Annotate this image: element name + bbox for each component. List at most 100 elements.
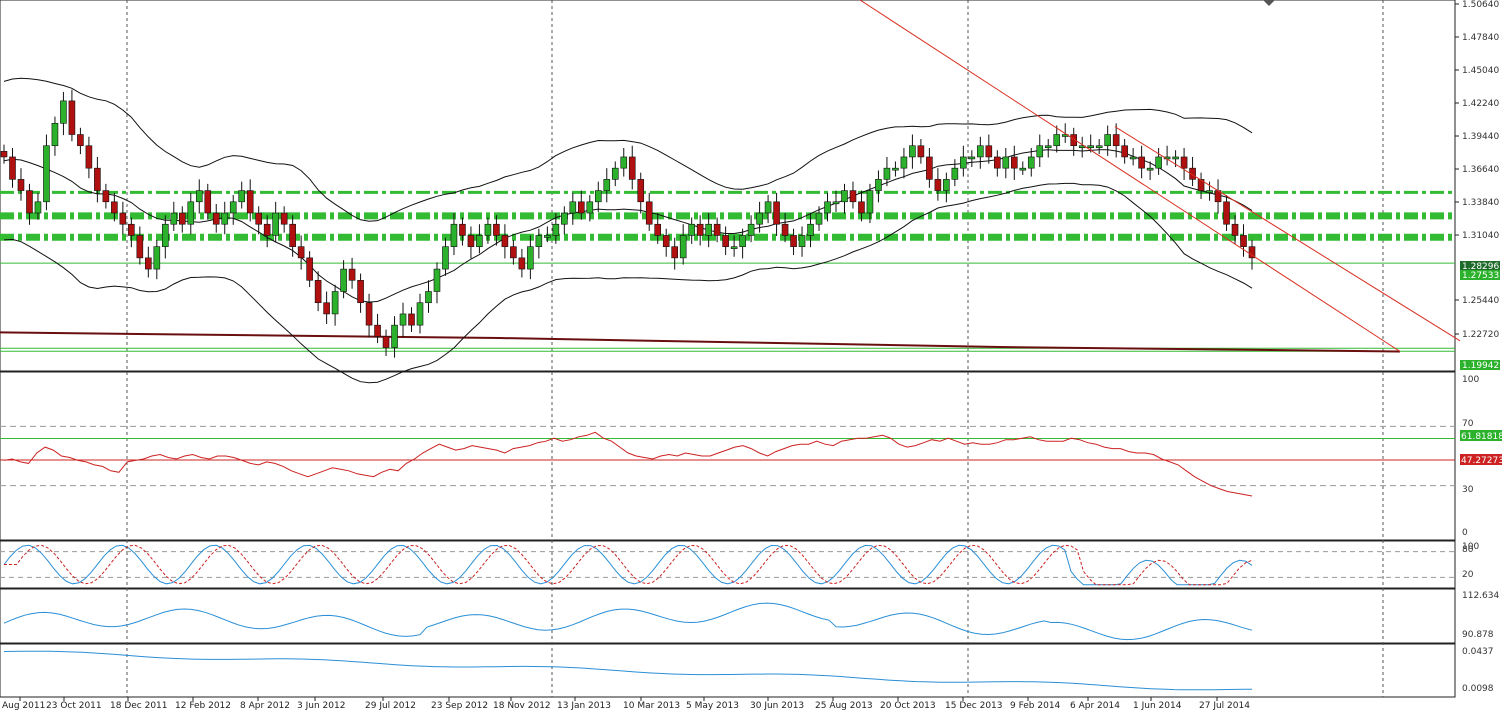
time-label: 12 Feb 2012 [175,701,231,711]
candle-body [552,223,560,236]
candle-body [807,223,814,236]
bollinger-bands [3,77,1253,384]
candle-body [153,246,161,270]
candle-body [68,100,76,135]
candle-body [1240,235,1247,247]
candle-body [1095,145,1103,149]
rsi-axis-label: 70 [1462,419,1474,429]
candle-body [909,145,916,158]
time-label: 9 Feb 2014 [1010,701,1061,711]
stoch-axis-label: 100 [1462,542,1479,552]
candle-body [654,223,662,236]
stochastic-panel [0,544,1455,586]
candle-body [722,235,729,247]
candle-body [94,167,101,191]
candle-body [518,257,526,270]
candle-body [544,235,551,238]
candle-body [1231,223,1239,236]
candle-body [476,235,483,247]
candle-body [1155,156,1162,169]
candle-body [246,190,254,214]
trend-channel[interactable] [859,0,1461,352]
time-label: 23 Sep 2012 [431,701,488,711]
candle-body [578,201,585,214]
candle-body [1146,167,1154,171]
chart-shift-marker[interactable] [1263,0,1275,6]
candle-body [739,235,746,247]
time-axis: Aug 2011 23 Oct 2011 18 Dec 2011 12 Feb 201… [2,697,1250,711]
candle-body [280,212,288,225]
candle-body [314,279,322,304]
candle-body [1172,156,1179,160]
candle-body [764,201,772,214]
stoch-axis-label: 80 [1462,545,1474,555]
stoch-signal-line [4,544,1253,586]
candle-body [9,156,16,180]
time-label: 8 Apr 2012 [240,701,290,711]
candle-body [187,201,195,225]
candle-body [331,291,339,315]
candle-body [145,257,152,270]
candle-body [730,246,738,249]
candle-body [994,156,1001,169]
candle-body [442,246,449,270]
candle-body [119,212,127,225]
candle-body [128,223,135,236]
candle-body [747,223,755,236]
time-label: 6 Apr 2014 [1070,701,1120,711]
time-label: 5 May 2013 [686,701,739,711]
horizontal-lines [0,262,1455,353]
time-label: 10 Mar 2013 [623,701,680,711]
candle-body [569,201,577,214]
candle-body [77,134,84,147]
rsi-panel [0,425,1455,497]
time-label: 3 Jun 2012 [297,701,345,711]
candle-body [611,167,619,180]
time-label: 29 Jul 2012 [365,701,416,711]
candle-body [60,100,67,124]
bollinger-lower [3,182,1253,384]
price-label: 1.39440 [1462,132,1499,142]
candle-body [1053,134,1061,147]
time-label: Aug 2011 [2,701,45,711]
candle-body [391,324,398,348]
price-label: 1.47840 [1462,33,1499,43]
candle-body [255,212,262,225]
candle-body [1112,134,1120,147]
candle-body [1189,167,1196,180]
candle-body [773,201,780,225]
rsi-line [3,431,1253,497]
panel-frame-2 [0,540,1456,589]
candle-body [102,190,110,203]
candle-body [637,179,645,203]
candle-body [892,167,899,171]
trendline-lower [859,0,1401,352]
candle-body [926,156,933,180]
candle-body [416,302,424,326]
candle-body [425,291,432,304]
candle-body [263,223,271,236]
candle-body [501,235,509,247]
candle-body [645,201,653,225]
candle-body [365,302,373,326]
candle-body [1036,145,1044,158]
candle-body [212,212,220,225]
candle-body [450,223,458,247]
candle-body [679,235,687,259]
bollinger-middle [3,149,1253,303]
candle-body [348,268,356,281]
candlesticks [0,89,1256,358]
candle-body [1197,179,1205,191]
atr-panel [3,650,1252,691]
candle-body [832,201,840,205]
candle-body [382,336,390,348]
candle-body [688,223,695,236]
cci-axis-label: 112.634 [1462,591,1499,601]
candle-body [43,145,50,203]
panel-frame-3 [0,588,1456,644]
candle-body [204,190,212,214]
candle-body [1129,156,1137,160]
candle-body [1180,156,1188,169]
candle-body [1027,156,1035,169]
